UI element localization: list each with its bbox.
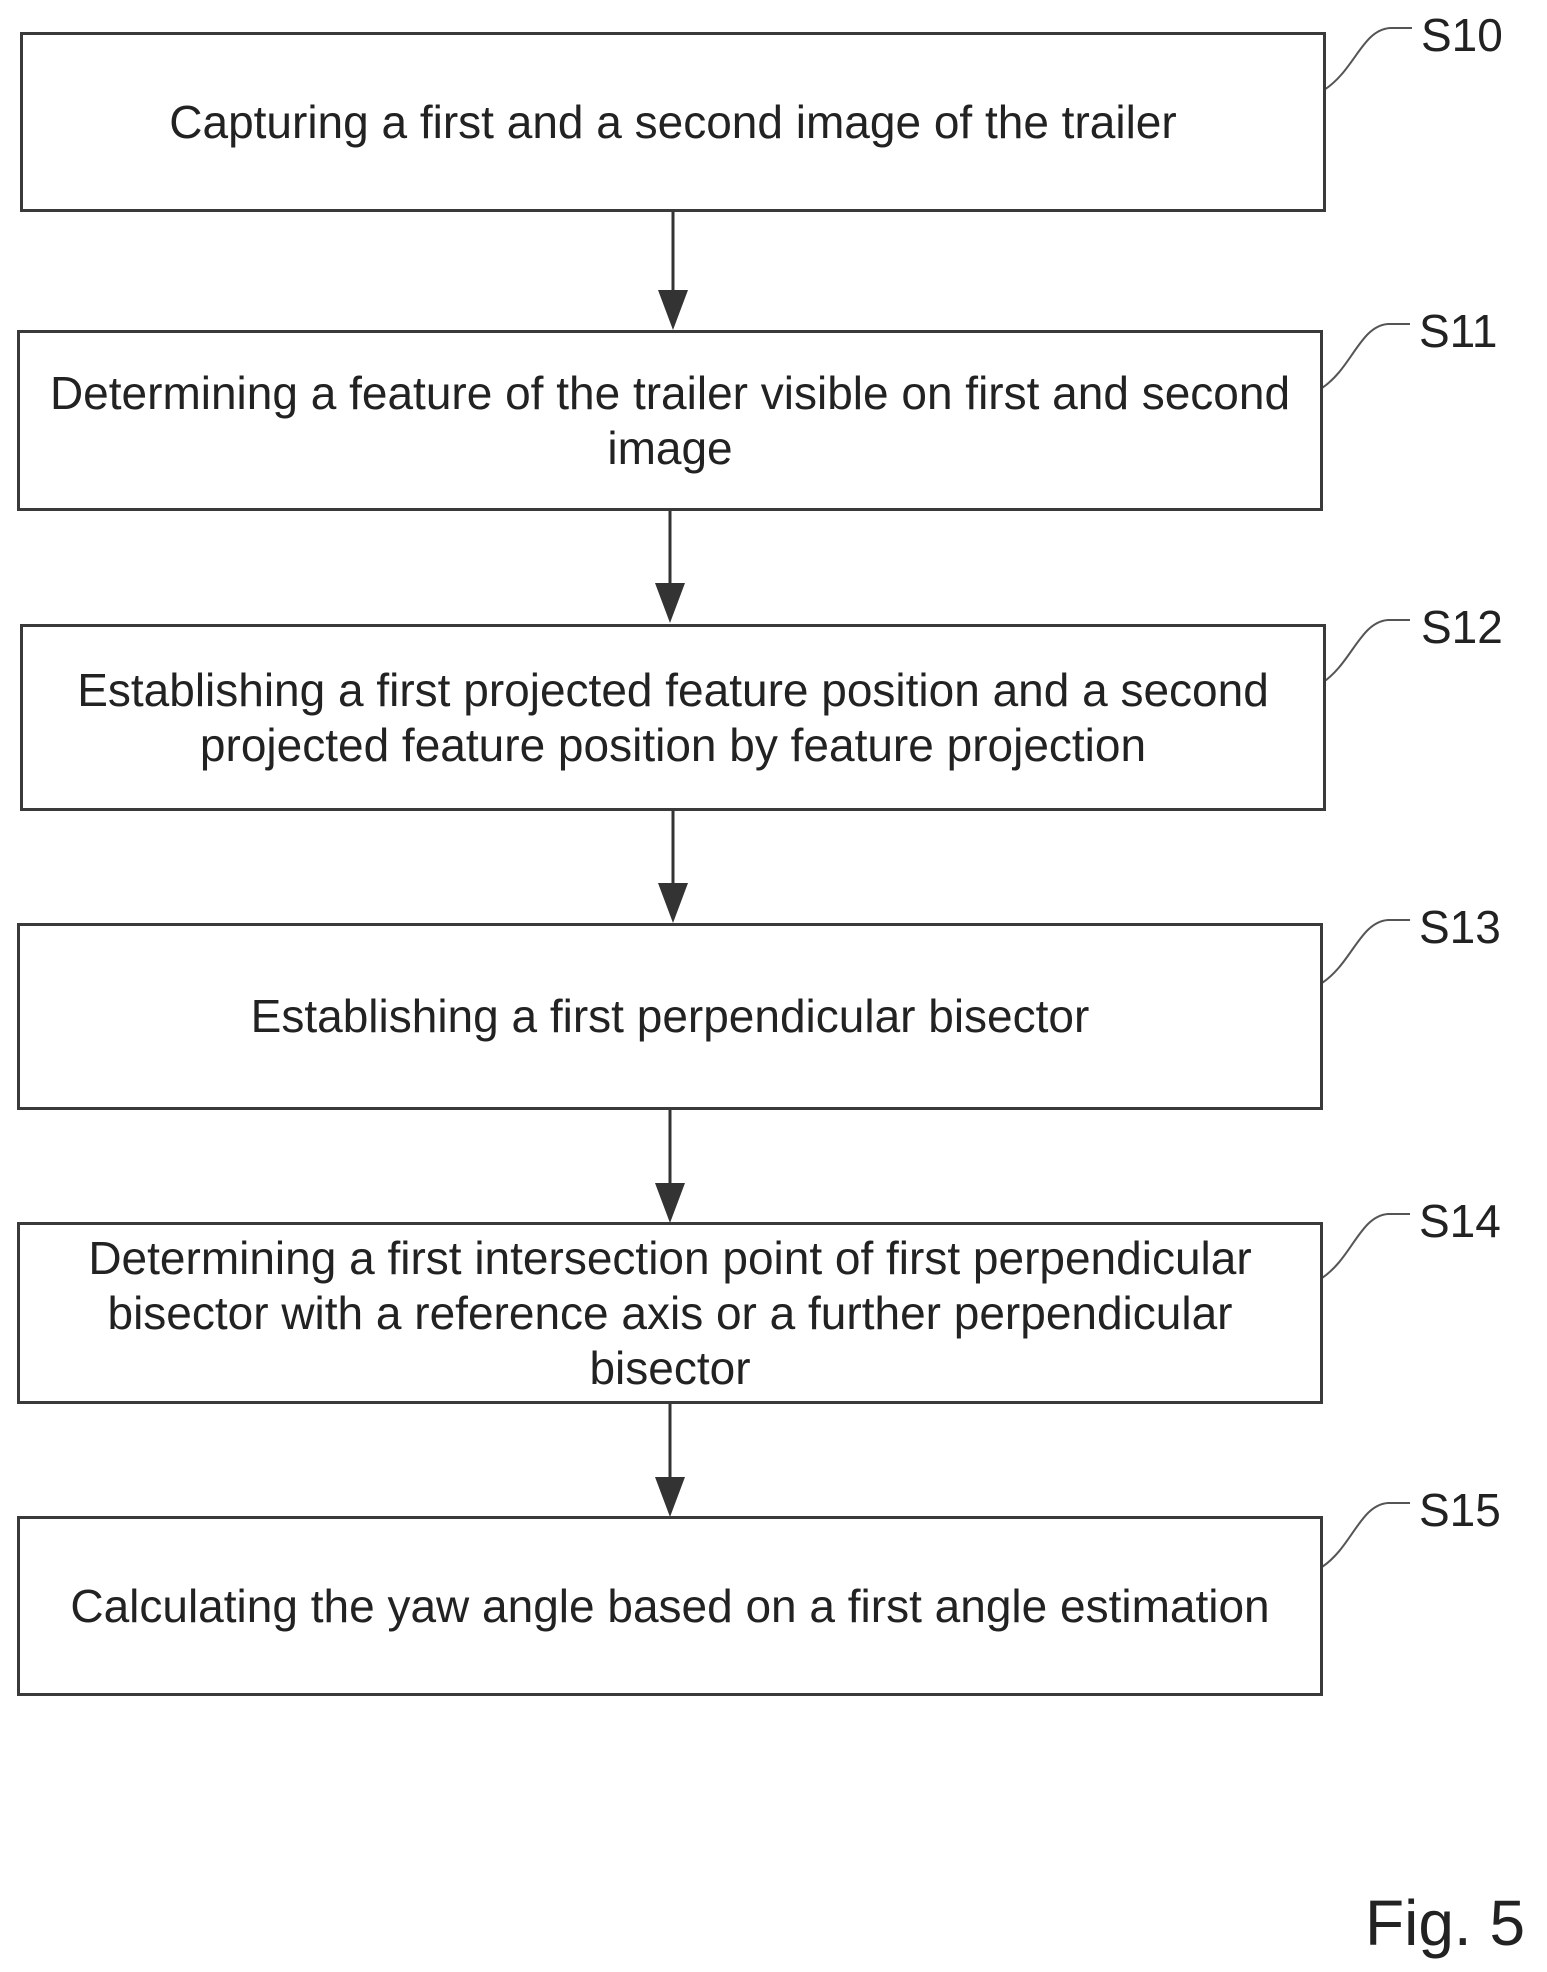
step-label: S10: [1421, 10, 1503, 60]
step-box: Capturing a first and a second image of …: [20, 32, 1326, 212]
step-label: S14: [1419, 1196, 1501, 1246]
step-label: S11: [1419, 306, 1497, 356]
leader-line: [1322, 324, 1410, 388]
step-text: Determining a feature of the trailer vis…: [26, 366, 1314, 476]
step-label: S15: [1419, 1485, 1501, 1535]
step-text: Establishing a first perpendicular bisec…: [251, 989, 1090, 1044]
leader-line: [1324, 28, 1412, 90]
step-text: Determining a first intersection point o…: [26, 1231, 1314, 1396]
step-box: Establishing a first perpendicular bisec…: [17, 923, 1323, 1110]
leader-line: [1322, 920, 1410, 983]
step-box: Determining a feature of the trailer vis…: [17, 330, 1323, 511]
flow-arrow: [658, 211, 688, 330]
step-text: Establishing a first projected feature p…: [25, 663, 1321, 773]
flow-arrow: [658, 811, 688, 923]
figure-label: Fig. 5: [1365, 1888, 1525, 1958]
step-label: S13: [1419, 902, 1501, 952]
step-box: Determining a first intersection point o…: [17, 1222, 1323, 1404]
leader-line: [1322, 620, 1410, 683]
leader-line: [1322, 1214, 1410, 1278]
step-box: Calculating the yaw angle based on a fir…: [17, 1516, 1323, 1696]
flow-arrow: [655, 511, 685, 623]
step-text: Calculating the yaw angle based on a fir…: [70, 1579, 1269, 1634]
step-box: Establishing a first projected feature p…: [20, 624, 1326, 811]
leader-line: [1322, 1503, 1410, 1567]
step-label: S12: [1421, 602, 1503, 652]
step-text: Capturing a first and a second image of …: [169, 95, 1176, 150]
flow-arrow: [655, 1110, 685, 1223]
flow-arrow: [655, 1404, 685, 1517]
